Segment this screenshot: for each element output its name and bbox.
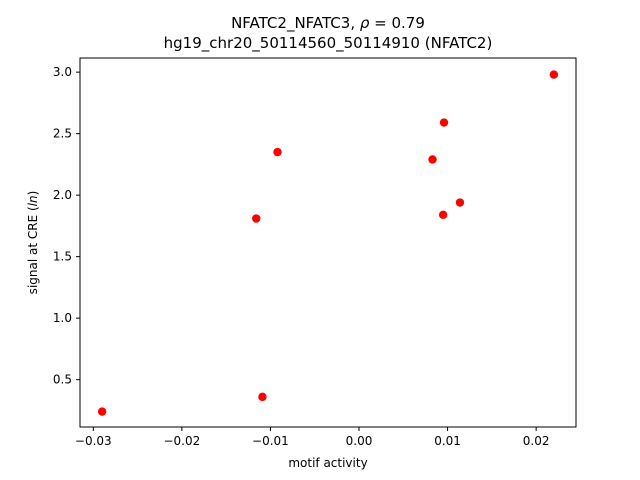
chart-title: NFATC2_NFATC3, ρ = 0.79 hg19_chr20_50114… [164, 14, 493, 53]
x-tick-label: 0.02 [523, 434, 550, 448]
data-point [439, 118, 449, 127]
data-point [273, 147, 282, 157]
data-point [455, 198, 465, 207]
y-tick-label: 2.5 [53, 127, 72, 141]
data-point [258, 392, 267, 402]
x-tick-label: 0.01 [434, 434, 461, 448]
data-point [438, 210, 448, 220]
x-tick-label: −0.01 [252, 434, 289, 448]
x-tick-label: 0.00 [346, 434, 373, 448]
y-tick-label: 1.5 [53, 250, 72, 264]
y-axis: 0.5 1.0 1.5 2.0 2.5 3.0 [53, 65, 80, 387]
data-point [97, 407, 107, 416]
y-axis-label: signal at CRE (ln) [26, 191, 40, 295]
data-point [428, 155, 437, 164]
y-tick-label: 3.0 [53, 65, 72, 79]
x-tick-label: −0.03 [75, 434, 112, 448]
x-tick-label: −0.02 [163, 434, 200, 448]
data-points [97, 70, 559, 416]
x-axis: −0.03 −0.02 −0.01 0.00 0.01 0.02 [75, 427, 550, 448]
y-tick-label: 1.0 [53, 311, 72, 325]
data-point [252, 214, 261, 223]
y-tick-label: 0.5 [53, 373, 72, 387]
y-tick-label: 2.0 [53, 188, 72, 202]
x-axis-label: motif activity [288, 456, 367, 470]
data-point [549, 70, 559, 79]
plot-area [79, 57, 577, 428]
chart-title-line2: hg19_chr20_50114560_50114910 (NFATC2) [164, 34, 493, 53]
chart-title-line1: NFATC2_NFATC3, ρ = 0.79 [231, 14, 425, 33]
